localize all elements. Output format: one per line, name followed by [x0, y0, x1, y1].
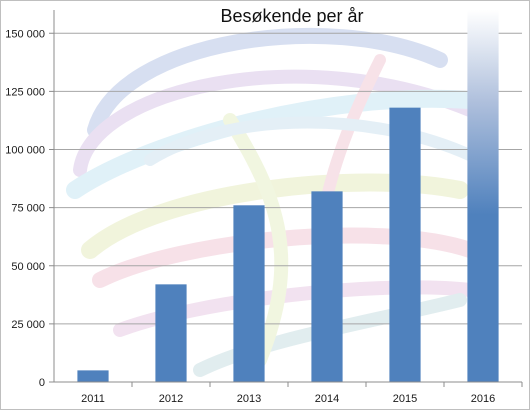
- chart-title: Besøkende per år: [220, 6, 363, 26]
- x-tick-label: 2014: [315, 393, 339, 405]
- y-tick-label: 125 000: [5, 86, 45, 98]
- y-tick-label: 100 000: [5, 145, 45, 157]
- bars: [77, 10, 499, 383]
- bar-2015: [389, 107, 421, 383]
- x-tick-label: 2015: [393, 393, 417, 405]
- plot-area: 0 25 000 50 000 75 000 100 000 125 000 150 000…: [5, 10, 523, 405]
- y-tick-label: 50 000: [11, 261, 45, 273]
- bar-2016: [467, 10, 499, 382]
- y-tick-label: 0: [39, 377, 45, 389]
- x-tick-label: 2011: [81, 393, 105, 405]
- bar-2013: [233, 205, 265, 382]
- bar-2011: [77, 370, 109, 382]
- gridlines: [54, 32, 522, 325]
- x-tick-label: 2016: [471, 393, 495, 405]
- x-tick-label: 2013: [237, 393, 261, 405]
- y-tick-label: 25 000: [11, 319, 45, 331]
- bar-2014: [311, 191, 343, 382]
- x-axis-tick-labels: 2011 2012 2013 2014 2015 2016: [81, 382, 523, 405]
- y-axis-tick-labels: 0 25 000 50 000 75 000 100 000 125 000 150 000: [5, 28, 54, 389]
- y-tick-label: 75 000: [11, 203, 45, 215]
- y-tick-label: 150 000: [5, 28, 45, 40]
- bar-2012: [155, 284, 187, 382]
- x-tick-label: 2012: [159, 393, 183, 405]
